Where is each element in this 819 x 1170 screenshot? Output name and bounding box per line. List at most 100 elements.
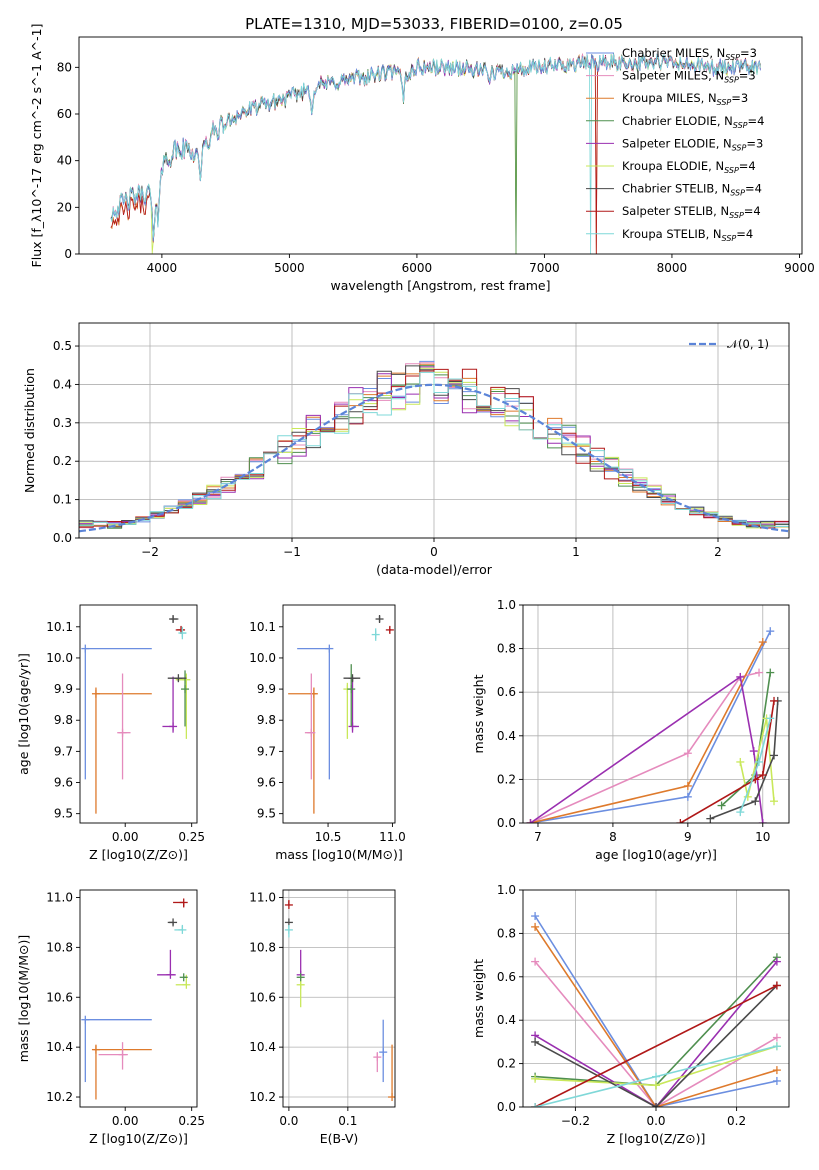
spectrum-frame — [78, 36, 803, 255]
weight_vs_Z-line-kroupa-stelib — [531, 1042, 781, 1107]
spectrum-xtick-label: 7000 — [529, 261, 560, 275]
mass_vs_EBV-ytick-label: 11.0 — [249, 890, 276, 904]
age_vs_Z-panel: 0.00 0.25 9.5 9.6 9.7 9.8 9.9 10.0 10.1 Z [log10(… — [16, 604, 205, 862]
legend-text: Kroupa MILES, N — [622, 91, 717, 105]
legend-entry: Kroupa ELODIE, NSSP=4 — [622, 159, 756, 175]
series-line — [530, 675, 764, 823]
weight_vs_age-panel: 7 8 9 10 0.0 0.2 0.4 0.6 0.8 1.0 age [log10(age/yr… — [471, 598, 790, 862]
weight_vs_Z-panel: −0.2 0.0 0.2 0.0 0.2 0.4 0.6 0.8 1.0 Z [log10(Z/Z… — [471, 883, 790, 1146]
age_vs_Z-xlabel: Z [log10(Z/Z⊙)] — [89, 847, 188, 862]
residuals-ytick-label: 0.3 — [53, 416, 72, 430]
age_vs_mass-xlabel: mass [log10(M/M⊙)] — [275, 847, 403, 862]
legend-text: Salpeter STELIB, N — [622, 204, 729, 218]
age_vs_mass-point-chabrier-stelib — [375, 615, 384, 624]
age_vs_mass-point-kroupa-stelib — [371, 628, 380, 641]
mass_vs_Z-point-salpeter-elodie — [157, 949, 176, 979]
legend-text: =4 — [745, 182, 762, 196]
weight_vs_Z-ytick-label: 0.6 — [497, 970, 516, 984]
weight_vs_age-line-salpeter-stelib — [676, 696, 779, 823]
mass_vs_Z-point-chabrier-miles — [81, 1015, 152, 1083]
legend-entry: Salpeter STELIB, NSSP=4 — [622, 204, 761, 220]
residuals-xlabel: (data-model)/error — [376, 562, 493, 577]
mass_vs_EBV-point-chabrier-elodie — [296, 973, 305, 982]
age_vs_mass-xtick-label: 10.5 — [315, 830, 342, 844]
age_vs_Z-plot-area — [81, 615, 191, 814]
legend-entry: Chabrier ELODIE, NSSP=4 — [622, 114, 764, 130]
mass_vs_EBV-point-kroupa-stelib — [284, 924, 293, 938]
mass_vs_EBV-ytick-label: 10.6 — [249, 990, 276, 1004]
mass_vs_EBV-panel: 0.0 0.1 10.2 10.4 10.6 10.8 11.0 E(B-V) — [249, 889, 396, 1146]
spectrum-ylabel: Flux [f_λ10^-17 erg cm^-2 s^-1 A^-1] — [29, 24, 44, 268]
legend-subscript: SSP — [729, 211, 744, 220]
weight_vs_age-ytick-label: 0.6 — [497, 685, 516, 699]
mass_vs_Z-frame — [79, 889, 198, 1108]
gaussian-reference-curve — [79, 383, 789, 533]
spectrum-xtick-label: 9000 — [784, 261, 815, 275]
age_vs_mass-point-salpeter-miles — [304, 673, 316, 780]
age_vs_Z-point-salpeter-miles — [117, 673, 131, 780]
residuals-ytick-label: 0.1 — [53, 493, 72, 507]
legend-text: Salpeter ELODIE, N — [622, 136, 732, 150]
mass_vs_Z-panel: 0.00 0.25 10.2 10.4 10.6 10.8 11.0 Z [log10(Z/Z… — [16, 889, 205, 1146]
age_vs_Z-point-chabrier-stelib — [169, 615, 179, 624]
weight_vs_age-ytick-label: 0.0 — [497, 816, 516, 830]
mass_vs_EBV-xtick-label: 0.1 — [338, 1114, 357, 1128]
residuals-xtick-label: −2 — [141, 545, 159, 559]
weight_vs_age-ytick-label: 0.4 — [497, 729, 516, 743]
mass_vs_EBV-xlabel: E(B-V) — [320, 1131, 359, 1146]
series-line — [739, 718, 775, 802]
legend-subscript: SSP — [730, 189, 745, 198]
mass_vs_EBV-ytick-label: 10.8 — [249, 940, 276, 954]
spectrum-ytick-label: 60 — [57, 107, 72, 121]
series-line — [530, 671, 760, 823]
age_vs_Z-ytick-label: 9.7 — [54, 744, 73, 758]
weight_vs_age-ytick-label: 0.2 — [497, 772, 516, 786]
legend-text: Kroupa ELODIE, N — [622, 159, 724, 173]
weight_vs_age-plot-area — [526, 627, 782, 823]
spectrum-xtick-label: 4000 — [147, 261, 178, 275]
legend-text: Kroupa STELIB, N — [622, 227, 722, 241]
legend-entry: Salpeter MILES, NSSP=3 — [622, 69, 756, 85]
age_vs_Z-frame — [79, 604, 198, 824]
residuals-ytick-label: 0.0 — [53, 531, 72, 545]
mass_vs_Z-point-kroupa-stelib — [174, 924, 187, 934]
mass_vs_Z-point-salpeter-miles — [98, 1042, 128, 1070]
age_vs_Z-ytick-label: 10.0 — [46, 651, 73, 665]
series-line — [710, 700, 779, 820]
legend-entry: Kroupa STELIB, NSSP=4 — [622, 227, 753, 243]
weight_vs_age-ytick-label: 0.8 — [497, 642, 516, 656]
mass_vs_EBV-ytick-label: 10.4 — [249, 1040, 276, 1054]
mass_vs_Z-ytick-label: 10.2 — [46, 1090, 73, 1104]
mass_vs_EBV-plot-area — [284, 899, 395, 1102]
age_vs_mass-ytick-label: 10.1 — [249, 620, 276, 634]
mass_vs_Z-ylabel: mass [log10(M/M⊙)] — [16, 935, 31, 1063]
residuals-ylabel: Normed distribution — [22, 368, 37, 493]
mass_vs_Z-xtick-label: 0.00 — [112, 1114, 139, 1128]
weight_vs_age-xlabel: age [log10(age/yr)] — [595, 847, 717, 862]
spectrum-plot-area — [110, 52, 761, 254]
mass_vs_Z-point-salpeter-stelib — [173, 898, 188, 908]
legend-subscript: SSP — [722, 234, 737, 243]
mass_vs_Z-ytick-label: 10.4 — [46, 1040, 73, 1054]
series-line — [534, 984, 778, 1107]
legend-text: =3 — [746, 136, 763, 150]
series-line — [534, 926, 778, 1107]
mass_vs_Z-ytick-label: 10.6 — [46, 990, 73, 1004]
age_vs_Z-point-chabrier-miles — [81, 644, 152, 780]
age_vs_mass-ytick-label: 9.7 — [257, 744, 276, 758]
legend-subscript: SSP — [725, 53, 740, 62]
weight_vs_age-line-salpeter-elodie — [526, 672, 767, 823]
legend-text: =3 — [739, 69, 756, 83]
legend-text: =4 — [744, 204, 761, 218]
series-line — [534, 961, 778, 1107]
spectrum-ytick-label: 20 — [57, 200, 72, 214]
age_vs_Z-xtick-label: 0.00 — [112, 830, 139, 844]
mass_vs_Z-plot-area — [81, 898, 191, 1100]
weight_vs_Z-ytick-label: 1.0 — [497, 883, 516, 897]
weight_vs_age-xtick-label: 10 — [755, 830, 770, 844]
legend-entry: Salpeter ELODIE, NSSP=3 — [622, 136, 763, 152]
weight_vs_Z-ytick-label: 0.4 — [497, 1013, 516, 1027]
spectrum-ytick-label: 80 — [57, 60, 72, 74]
